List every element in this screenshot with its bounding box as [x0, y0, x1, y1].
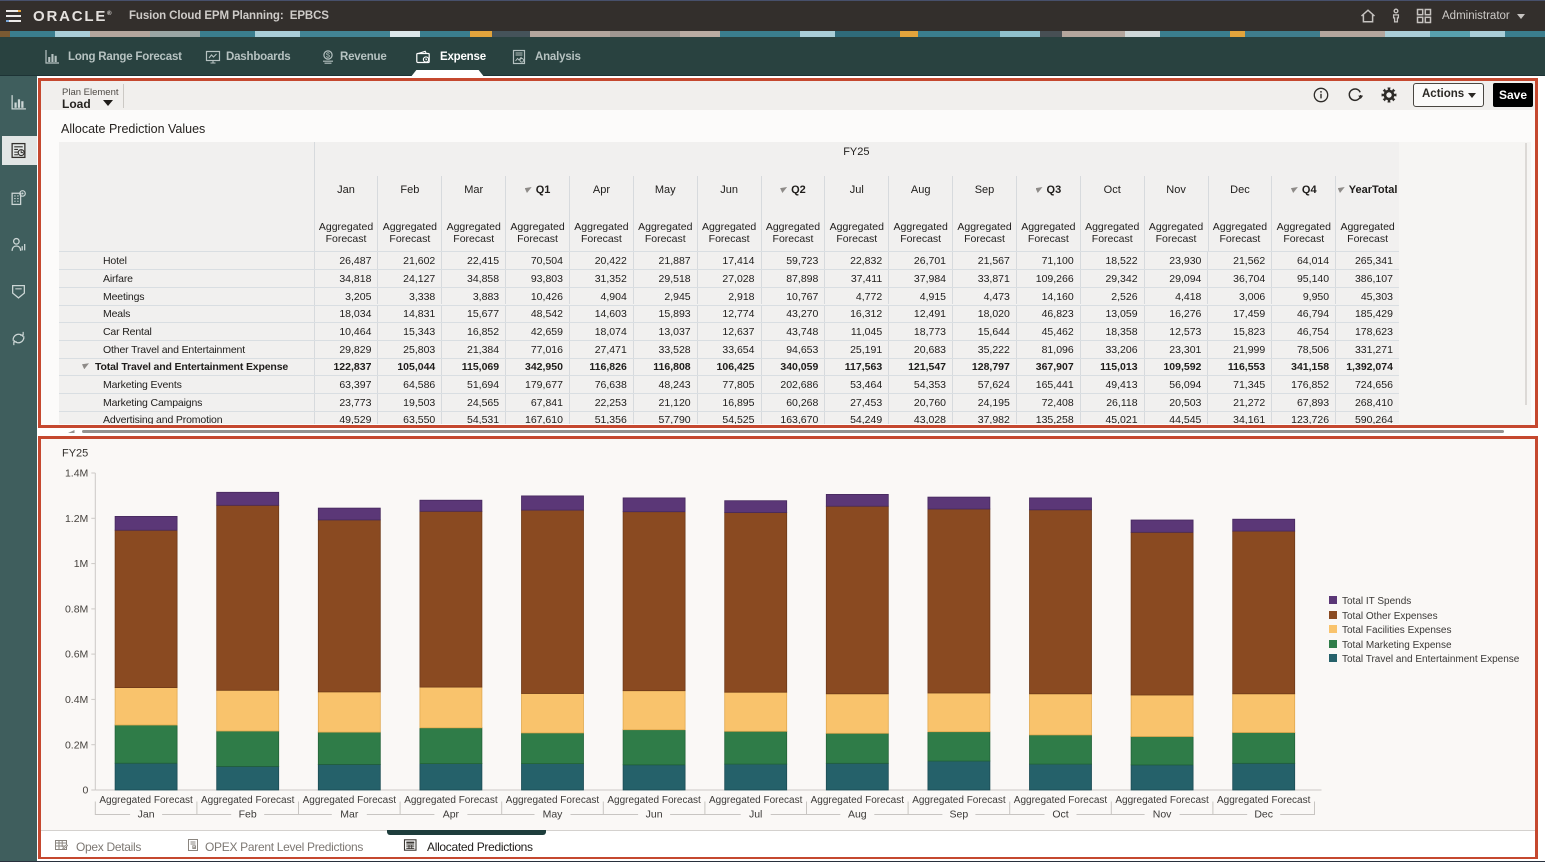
svg-text:Dec: Dec	[1254, 809, 1273, 821]
svg-text:Jan: Jan	[138, 809, 155, 821]
svg-text:Mar: Mar	[340, 809, 359, 821]
svg-text:Jun: Jun	[646, 809, 663, 821]
svg-text:Aggregated Forecast: Aggregated Forecast	[709, 795, 803, 806]
svg-text:0.6M: 0.6M	[65, 649, 88, 661]
svg-text:0.2M: 0.2M	[65, 739, 88, 751]
svg-text:0: 0	[82, 785, 88, 797]
svg-text:Sep: Sep	[950, 809, 969, 821]
svg-text:Aggregated Forecast: Aggregated Forecast	[1014, 795, 1108, 806]
svg-text:1.4M: 1.4M	[65, 468, 88, 480]
svg-text:Aggregated Forecast: Aggregated Forecast	[1217, 795, 1311, 806]
svg-text:Apr: Apr	[443, 809, 460, 821]
svg-text:1.2M: 1.2M	[65, 513, 88, 525]
svg-text:Feb: Feb	[239, 809, 257, 821]
svg-text:Aggregated Forecast: Aggregated Forecast	[201, 795, 295, 806]
svg-text:Aggregated Forecast: Aggregated Forecast	[912, 795, 1006, 806]
svg-text:FY25: FY25	[62, 448, 88, 460]
svg-text:1M: 1M	[74, 558, 89, 570]
svg-text:0.4M: 0.4M	[65, 694, 88, 706]
svg-text:Aggregated Forecast: Aggregated Forecast	[607, 795, 701, 806]
svg-text:Aggregated Forecast: Aggregated Forecast	[811, 795, 905, 806]
svg-text:Aggregated Forecast: Aggregated Forecast	[303, 795, 397, 806]
svg-text:Aggregated Forecast: Aggregated Forecast	[506, 795, 600, 806]
svg-text:Nov: Nov	[1153, 809, 1172, 821]
svg-text:May: May	[543, 809, 564, 821]
svg-text:Oct: Oct	[1052, 809, 1068, 821]
svg-text:$: $	[326, 51, 331, 60]
svg-text:Aggregated Forecast: Aggregated Forecast	[1115, 795, 1209, 806]
svg-text:0.8M: 0.8M	[65, 604, 88, 616]
svg-text:Aggregated Forecast: Aggregated Forecast	[99, 795, 193, 806]
svg-text:Aggregated Forecast: Aggregated Forecast	[404, 795, 498, 806]
svg-text:Aug: Aug	[848, 809, 867, 821]
svg-text:Jul: Jul	[749, 809, 762, 821]
